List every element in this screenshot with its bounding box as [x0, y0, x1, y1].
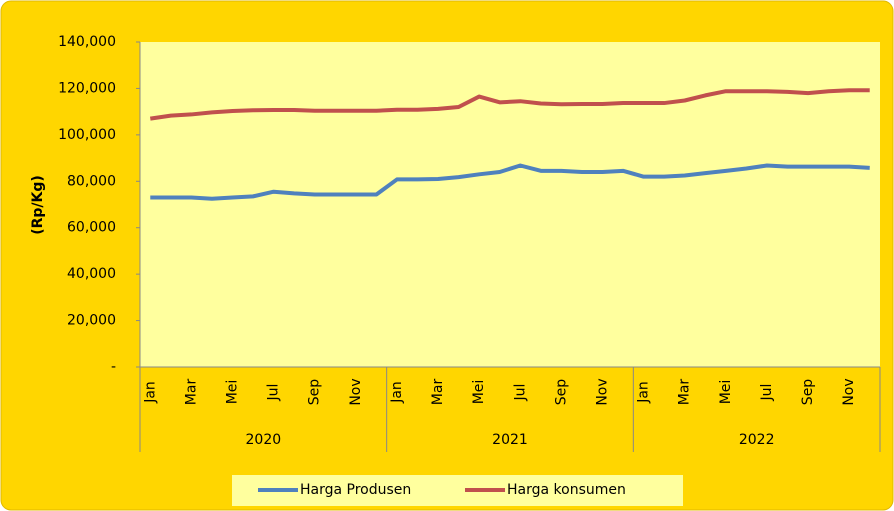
legend-label: Harga konsumen [507, 482, 626, 498]
x-tick-label: Sep [800, 379, 816, 406]
y-tick-label: 120,000 [58, 80, 116, 96]
x-tick-label: Jan [142, 381, 158, 404]
x-tick-label: Nov [348, 378, 364, 405]
x-tick-label: Jul [759, 384, 775, 402]
y-tick-label: 140,000 [58, 34, 116, 50]
x-tick-label: Mar [677, 379, 693, 406]
year-label: 2020 [246, 432, 282, 448]
y-tick-label: 100,000 [58, 127, 116, 143]
legend [232, 475, 683, 506]
series-line [149, 88, 870, 121]
year-label: 2021 [492, 432, 528, 448]
x-tick-label: Nov [595, 378, 611, 405]
x-tick-label: Jul [512, 384, 528, 402]
x-tick-label: Jan [389, 381, 405, 404]
y-tick-label: - [111, 359, 116, 375]
x-tick-label: Mei [471, 380, 487, 405]
x-tick-label: Mar [430, 379, 446, 406]
x-tick-label: Mei [718, 380, 734, 405]
year-label: 2022 [739, 432, 775, 448]
x-tick-label: Sep [307, 379, 323, 406]
y-tick-label: 80,000 [67, 173, 116, 189]
y-tick-label: 60,000 [67, 220, 116, 236]
legend-label: Harga Produsen [300, 482, 411, 498]
x-tick-label: Mei [225, 380, 241, 405]
y-tick-label: 40,000 [67, 266, 116, 282]
x-tick-label: Mar [183, 379, 199, 406]
series-line [150, 163, 870, 201]
y-tick-label: 20,000 [67, 313, 116, 329]
plot-area [140, 42, 880, 367]
y-axis-label: (Rp/Kg) [30, 175, 46, 235]
x-tick-label: Jul [266, 384, 282, 402]
x-tick-label: Jan [636, 381, 652, 404]
x-tick-label: Nov [841, 378, 857, 405]
x-tick-label: Sep [553, 379, 569, 406]
